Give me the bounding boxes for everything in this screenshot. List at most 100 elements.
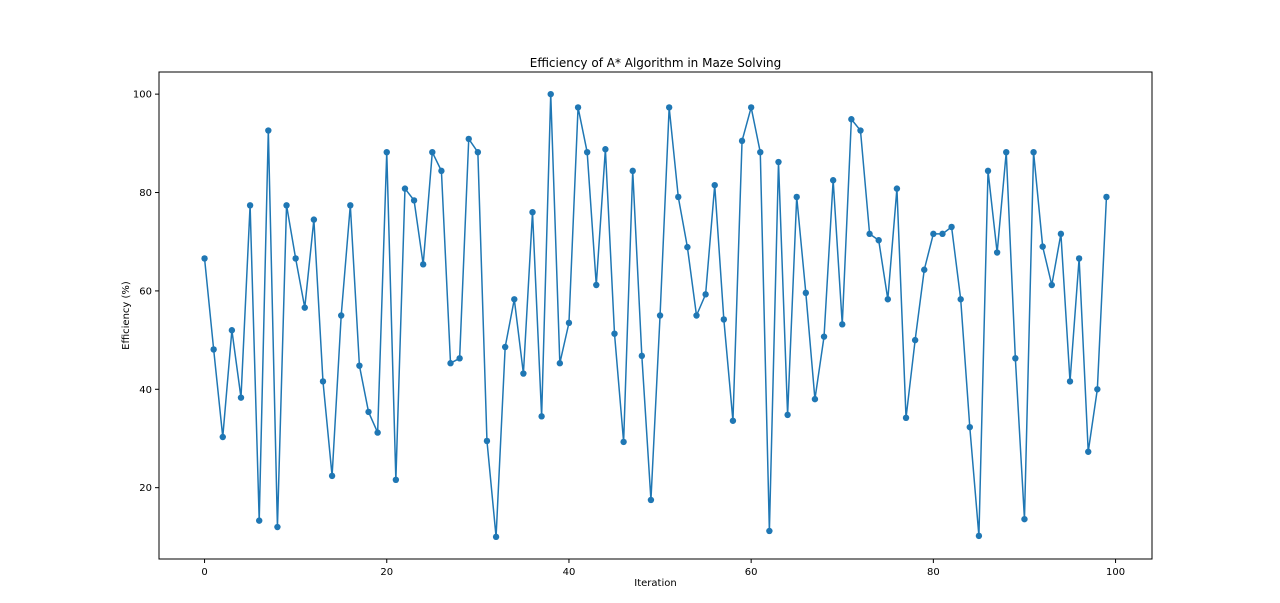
data-point bbox=[602, 146, 609, 153]
data-point bbox=[392, 476, 400, 483]
data-point bbox=[483, 437, 491, 445]
y-axis: 20 40 60 80 100 bbox=[133, 90, 159, 494]
data-point bbox=[775, 158, 782, 166]
data-point bbox=[465, 135, 472, 143]
data-point bbox=[820, 333, 828, 340]
data-point bbox=[228, 327, 236, 334]
data-point bbox=[429, 148, 436, 156]
data-point bbox=[793, 193, 800, 201]
data-point bbox=[993, 249, 1001, 256]
data-point bbox=[620, 438, 627, 446]
data-point bbox=[629, 167, 636, 175]
data-point bbox=[711, 181, 718, 189]
data-point bbox=[356, 362, 363, 369]
data-point bbox=[574, 104, 582, 111]
data-point bbox=[766, 527, 773, 535]
data-point bbox=[738, 137, 746, 145]
data-point bbox=[1048, 281, 1055, 289]
data-point bbox=[875, 237, 882, 244]
data-point bbox=[447, 360, 454, 367]
data-point bbox=[338, 312, 345, 319]
data-point bbox=[638, 352, 646, 360]
data-point bbox=[1003, 148, 1010, 156]
data-point bbox=[984, 167, 992, 175]
data-point bbox=[665, 104, 673, 111]
data-point bbox=[802, 289, 810, 297]
data-point bbox=[884, 296, 892, 303]
data-point bbox=[1066, 378, 1074, 385]
data-point bbox=[593, 281, 600, 289]
data-point bbox=[474, 148, 482, 156]
data-point bbox=[930, 230, 937, 238]
data-point bbox=[237, 394, 245, 401]
data-point bbox=[647, 496, 655, 504]
data-point bbox=[538, 413, 545, 420]
data-point bbox=[511, 296, 518, 303]
y-tick-label: 20 bbox=[139, 483, 152, 494]
data-point bbox=[265, 127, 272, 134]
data-point bbox=[1103, 193, 1110, 201]
data-point bbox=[784, 411, 791, 419]
data-point bbox=[301, 304, 308, 311]
plot-area bbox=[201, 90, 1110, 541]
data-point bbox=[256, 517, 263, 524]
data-point bbox=[292, 255, 299, 262]
data-point bbox=[693, 312, 700, 319]
data-point bbox=[848, 116, 855, 123]
x-tick-label: 60 bbox=[745, 567, 758, 578]
data-point bbox=[365, 408, 372, 416]
y-tick-label: 40 bbox=[139, 385, 152, 396]
data-point bbox=[383, 148, 390, 156]
data-point bbox=[492, 533, 500, 541]
data-point bbox=[839, 321, 846, 328]
data-point bbox=[283, 202, 290, 209]
data-point bbox=[310, 216, 318, 223]
data-point bbox=[720, 316, 728, 323]
data-point bbox=[1039, 243, 1046, 250]
data-point bbox=[210, 346, 217, 353]
y-axis-label: Efficiency (%) bbox=[121, 281, 132, 350]
y-tick-label: 80 bbox=[139, 188, 152, 199]
data-point bbox=[219, 433, 226, 441]
data-point bbox=[529, 209, 536, 216]
data-point bbox=[1085, 448, 1092, 455]
data-point bbox=[1021, 515, 1028, 523]
data-point bbox=[902, 414, 910, 422]
data-point bbox=[319, 378, 327, 385]
data-point bbox=[520, 370, 527, 377]
x-tick-label: 40 bbox=[563, 567, 576, 578]
data-point bbox=[811, 395, 819, 403]
data-point bbox=[274, 523, 281, 531]
data-point bbox=[456, 355, 463, 362]
data-point bbox=[866, 230, 873, 238]
data-point bbox=[410, 197, 418, 204]
x-tick-label: 20 bbox=[380, 567, 393, 578]
data-point bbox=[1075, 255, 1083, 262]
data-point bbox=[583, 148, 591, 156]
x-tick-label: 100 bbox=[1106, 567, 1125, 578]
data-point bbox=[829, 177, 837, 184]
data-point bbox=[857, 127, 864, 134]
data-point bbox=[675, 193, 682, 201]
data-point bbox=[911, 336, 919, 344]
data-point bbox=[957, 296, 964, 303]
data-point bbox=[556, 360, 564, 367]
series-line bbox=[203, 93, 1108, 538]
x-tick-label: 80 bbox=[927, 567, 940, 578]
data-point bbox=[656, 312, 664, 319]
data-point bbox=[1057, 230, 1065, 238]
data-point bbox=[948, 223, 955, 231]
data-point bbox=[747, 104, 755, 111]
data-point bbox=[975, 532, 983, 540]
data-point bbox=[966, 423, 973, 431]
y-tick-label: 60 bbox=[139, 286, 152, 297]
data-point bbox=[401, 185, 409, 192]
data-point bbox=[201, 255, 208, 262]
data-point bbox=[246, 202, 254, 209]
data-point bbox=[729, 417, 737, 424]
x-tick-label: 0 bbox=[201, 567, 207, 578]
data-point bbox=[1094, 386, 1101, 393]
data-point bbox=[921, 266, 928, 273]
data-point bbox=[347, 202, 354, 209]
